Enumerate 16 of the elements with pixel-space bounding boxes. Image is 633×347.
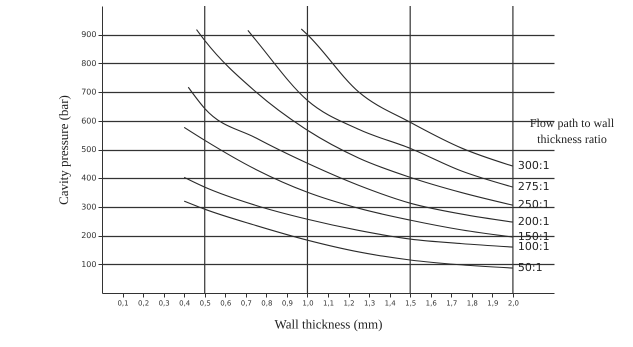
y-tick-label: 500 (81, 145, 96, 154)
series-label: 100:1 (518, 240, 550, 254)
y-tick-label: 700 (81, 88, 96, 97)
y-tick-label: 900 (81, 30, 96, 40)
series-label: 275:1 (518, 180, 550, 194)
y-tick-label: 300 (81, 202, 96, 212)
series-label: 300:1 (518, 159, 550, 172)
series-label: 50:1 (518, 261, 543, 274)
y-tick-label: 200 (81, 231, 96, 240)
series-label: 200:1 (518, 215, 550, 228)
y-tick-label: 100 (81, 260, 96, 269)
y-tick-label: 600 (81, 116, 96, 126)
x-axis-title: Wall thickness (mm) (274, 316, 382, 332)
y-tick-label: 400 (81, 174, 96, 183)
y-axis-title: Cavity pressure (bar) (56, 95, 72, 205)
y-tick-label: 800 (81, 58, 96, 68)
